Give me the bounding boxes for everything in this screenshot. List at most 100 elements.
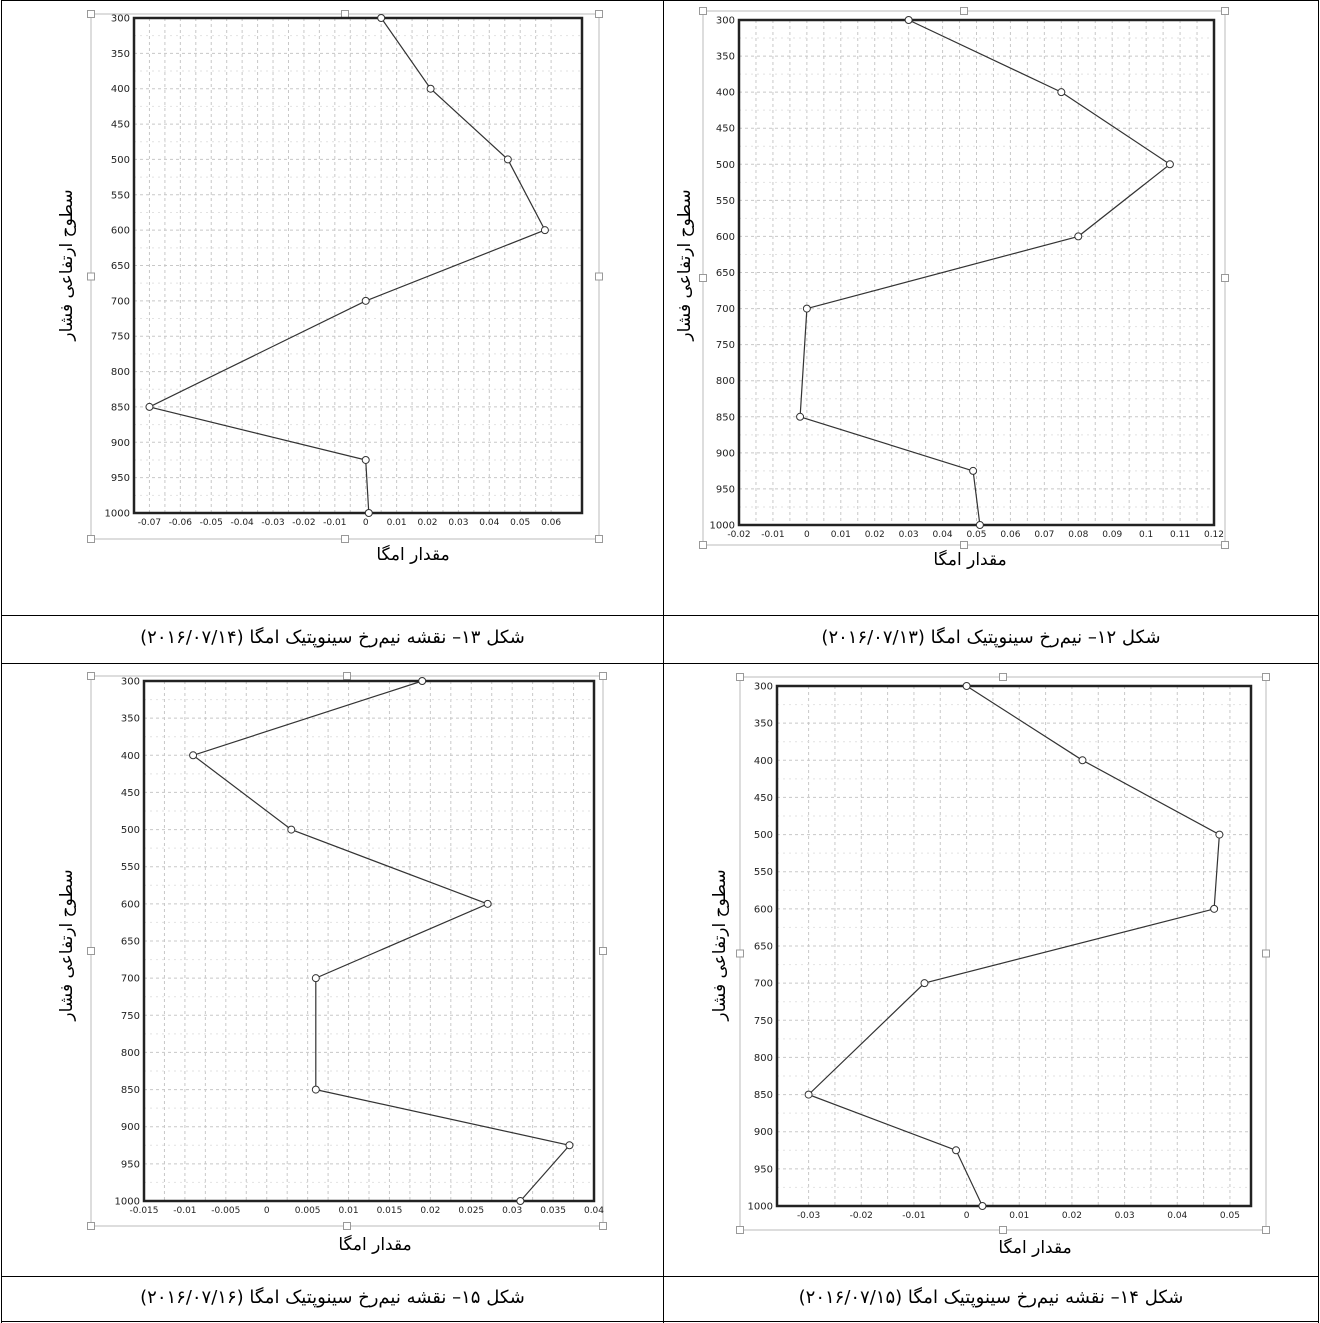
- y-tick-label: 400: [754, 756, 773, 767]
- y-tick-label: 350: [121, 714, 140, 725]
- x-tick-label: 0.02: [417, 518, 437, 528]
- y-tick-label: 550: [111, 190, 130, 201]
- resize-handle: [699, 274, 707, 282]
- resize-handle: [87, 672, 95, 680]
- y-tick-label: 500: [111, 155, 130, 166]
- y-tick-label: 850: [111, 402, 130, 413]
- resize-handle: [599, 1222, 607, 1230]
- data-point: [311, 974, 320, 983]
- x-tick-label: 0.06: [541, 518, 561, 528]
- data-point: [969, 466, 978, 475]
- data-point: [962, 682, 971, 690]
- table-divider-row1: [1, 615, 1319, 616]
- omega-profile-line: [799, 19, 1171, 526]
- x-tick-label: -0.02: [292, 518, 315, 528]
- resize-handle: [87, 535, 95, 543]
- table-divider-row2: [1, 663, 1319, 664]
- y-tick-label: 350: [716, 52, 735, 63]
- x-axis-label: مقدار امگا: [933, 549, 1006, 570]
- resize-handle: [595, 535, 603, 543]
- y-tick-label: 800: [716, 376, 735, 387]
- data-point: [804, 1090, 813, 1099]
- caption-fig15: شکل ۱۵– نقشه نیم‌رخ سینوپتیک امگا (۲۰۱۶/…: [140, 1287, 525, 1308]
- x-tick-label: -0.01: [173, 1206, 196, 1216]
- y-tick-label: 650: [716, 268, 735, 279]
- y-tick-label: 700: [111, 296, 130, 307]
- y-tick-label: 800: [121, 1048, 140, 1059]
- x-tick-label: 0: [264, 1206, 270, 1216]
- table-border-bottom: [1, 1321, 1319, 1322]
- y-axis-label: سطوح ارتفاعی فشار: [675, 189, 695, 341]
- x-tick-label: 0.12: [1204, 530, 1224, 540]
- x-tick-label: 0.035: [540, 1206, 566, 1216]
- y-tick-label: 600: [716, 232, 735, 243]
- y-tick-label: 350: [754, 719, 773, 730]
- resize-handle: [999, 1226, 1007, 1234]
- y-tick-label: 600: [754, 904, 773, 915]
- omega-profile-line: [807, 685, 1221, 1207]
- resize-handle: [1221, 274, 1229, 282]
- y-tick-label: 900: [754, 1127, 773, 1138]
- y-tick-label: 300: [754, 682, 773, 693]
- resize-handle: [87, 1222, 95, 1230]
- resize-handle: [960, 541, 968, 549]
- data-point: [952, 1146, 961, 1155]
- x-tick-label: 0.04: [1167, 1211, 1187, 1221]
- x-tick-label: 0.02: [865, 530, 885, 540]
- resize-handle: [1221, 7, 1229, 15]
- data-point: [189, 751, 198, 760]
- y-tick-label: 950: [121, 1159, 140, 1170]
- x-tick-label: 0: [363, 518, 369, 528]
- y-tick-label: 350: [111, 49, 130, 60]
- y-axis-label: سطوح ارتفاعی فشار: [710, 869, 730, 1021]
- data-point: [364, 509, 373, 517]
- y-tick-label: 700: [754, 979, 773, 990]
- x-axis-label: مقدار امگا: [376, 544, 449, 565]
- x-tick-label: 0.11: [1170, 530, 1190, 540]
- data-point: [802, 304, 811, 313]
- x-tick-label: 0.005: [295, 1206, 321, 1216]
- data-point: [377, 14, 386, 22]
- y-tick-label: 500: [121, 825, 140, 836]
- x-tick-label: -0.03: [797, 1211, 820, 1221]
- y-tick-label: 800: [754, 1053, 773, 1064]
- table-divider-middle: [663, 0, 664, 1323]
- omega-profile-line: [147, 17, 546, 514]
- x-tick-label: -0.07: [138, 518, 161, 528]
- y-tick-label: 500: [716, 160, 735, 171]
- x-tick-label: 0.04: [584, 1206, 604, 1216]
- x-tick-label: 0.09: [1102, 530, 1122, 540]
- x-tick-label: 0.04: [479, 518, 499, 528]
- resize-handle: [595, 10, 603, 18]
- y-tick-label: 850: [716, 412, 735, 423]
- data-point: [975, 521, 984, 529]
- data-point: [418, 677, 427, 685]
- y-tick-label: 950: [754, 1164, 773, 1175]
- x-tick-label: -0.02: [727, 530, 750, 540]
- y-tick-label: 300: [716, 16, 735, 27]
- x-tick-label: 0.01: [831, 530, 851, 540]
- resize-handle: [1262, 1226, 1270, 1234]
- x-tick-label: -0.01: [323, 518, 346, 528]
- plot-area-border: [142, 679, 596, 1203]
- x-tick-label: 0.03: [448, 518, 468, 528]
- data-point: [483, 899, 492, 908]
- y-tick-label: 650: [754, 942, 773, 953]
- y-tick-label: 400: [111, 84, 130, 95]
- y-tick-label: 750: [716, 340, 735, 351]
- plot-area-border: [132, 16, 584, 515]
- plot-area-border: [775, 684, 1253, 1208]
- x-tick-label: -0.06: [169, 518, 193, 528]
- data-point: [1078, 756, 1087, 765]
- resize-handle: [736, 673, 744, 681]
- x-tick-label: 0.025: [458, 1206, 484, 1216]
- y-tick-label: 450: [754, 793, 773, 804]
- x-tick-label: 0.04: [933, 530, 953, 540]
- resize-handle: [699, 541, 707, 549]
- x-tick-label: 0.05: [966, 530, 986, 540]
- data-point: [361, 296, 370, 305]
- resize-handle: [960, 7, 968, 15]
